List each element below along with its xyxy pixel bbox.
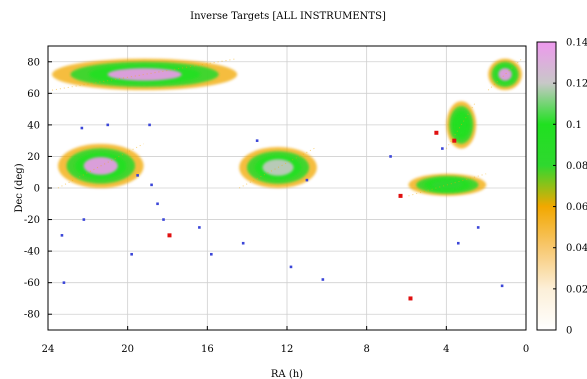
y-tick-label: 80 [27, 57, 40, 68]
colorbar-tick-label: 0.1 [566, 120, 582, 131]
x-axis-title: RA (h) [271, 369, 303, 379]
target-point [241, 241, 245, 245]
target-point [441, 147, 444, 150]
colorbar-gradient [536, 41, 557, 331]
target-point [452, 138, 457, 143]
target-point [80, 126, 84, 130]
colorbar-tick-label: 0.02 [566, 284, 587, 295]
y-tick-label: -80 [24, 310, 40, 321]
colorbar-tick-label: 0.08 [566, 161, 587, 172]
target-point [321, 278, 325, 281]
target-point [434, 130, 439, 135]
target-point [210, 252, 213, 256]
streak-lower-right-band [408, 173, 487, 197]
colorbar: 0.14 0.12 0.1 0.08 0.06 0.04 0.02 0 [536, 38, 587, 337]
y-tick-label: -20 [24, 215, 40, 226]
target-point [62, 281, 66, 284]
target-point [255, 139, 259, 142]
x-tick-label: 4 [443, 344, 449, 355]
colorbar-ticks: 0.14 0.12 0.1 0.08 0.06 0.04 0.02 0 [553, 38, 587, 337]
y-axis-title: Dec (deg) [14, 163, 25, 212]
target-point [476, 226, 480, 229]
target-point [156, 202, 159, 206]
colorbar-tick-label: 0.06 [566, 202, 587, 213]
target-point [130, 252, 133, 256]
chart-title: Inverse Targets [ALL INSTRUMENTS] [190, 11, 386, 22]
target-point [150, 183, 153, 187]
y-tick-label: 0 [34, 184, 40, 195]
colorbar-tick-label: 0.14 [566, 38, 587, 49]
target-point [289, 265, 293, 269]
target-point [82, 218, 86, 221]
region-north-band-right [498, 68, 512, 81]
target-point [148, 123, 151, 127]
target-point [198, 226, 201, 229]
target-point [167, 233, 172, 238]
y-tick-label: -60 [24, 278, 40, 289]
target-point [398, 193, 403, 198]
y-tick-label: -40 [24, 247, 40, 258]
y-axis-ticks: 80 60 40 20 0 -20 -40 -60 -80 [24, 57, 52, 321]
colorbar-tick-label: 0 [566, 326, 572, 337]
x-tick-label: 20 [121, 344, 134, 355]
target-point [162, 218, 165, 221]
target-points [60, 123, 504, 301]
x-tick-label: 12 [281, 344, 294, 355]
target-point [136, 174, 139, 177]
y-tick-label: 60 [27, 89, 40, 100]
y-tick-label: 20 [27, 152, 40, 163]
region-right-patch [455, 115, 468, 135]
x-axis-ticks: 24 20 16 12 8 4 0 [42, 326, 529, 355]
target-point [305, 178, 309, 182]
target-point [408, 296, 413, 301]
colorbar-tick-label: 0.04 [566, 243, 587, 254]
x-tick-label: 0 [523, 344, 529, 355]
colorbar-tick-label: 0.12 [566, 79, 587, 90]
target-point [456, 241, 460, 245]
x-tick-label: 8 [363, 344, 369, 355]
target-point [106, 123, 110, 127]
target-point [500, 284, 504, 288]
y-tick-label: 40 [27, 120, 40, 131]
x-tick-label: 24 [42, 344, 55, 355]
x-tick-label: 16 [201, 344, 214, 355]
target-point [389, 155, 392, 158]
streak-north-band-left [51, 58, 238, 91]
density-streaks [51, 58, 523, 197]
plot-area [47, 45, 527, 331]
streak-arc-left [57, 143, 144, 189]
target-point [60, 234, 64, 237]
